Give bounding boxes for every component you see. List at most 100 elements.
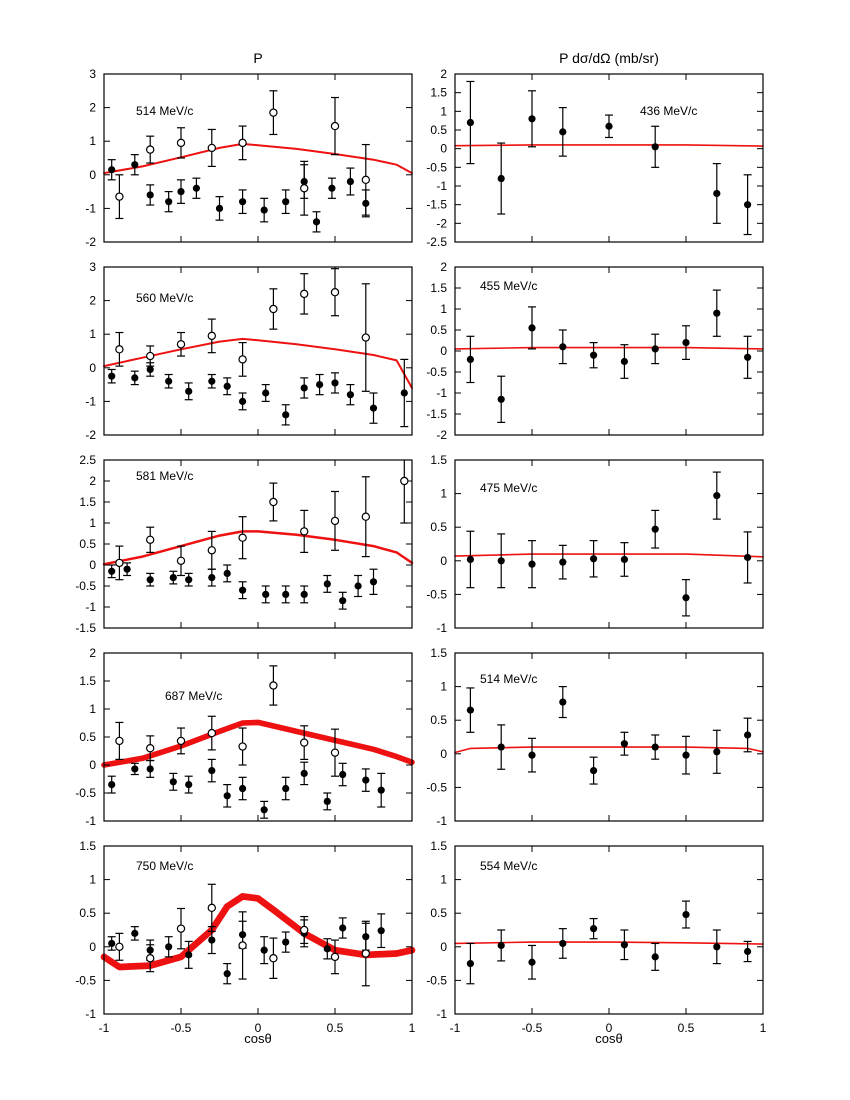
filled-data-point (131, 929, 139, 937)
filled-data-point (131, 161, 139, 169)
filled-data-point (260, 206, 268, 214)
x-tick-label: 0 (606, 1021, 613, 1035)
open-data-point (330, 952, 340, 962)
filled-data-point (354, 582, 362, 590)
filled-data-point (466, 555, 474, 564)
filled-data-point (185, 781, 193, 789)
right-x-axis-label: cosθ (595, 1031, 622, 1046)
y-tick-label: 1.5 (79, 839, 96, 853)
filled-data-point (400, 389, 408, 397)
panel-9: -1 -0.5 0 0.5 1 1.5 -1 -0.5 0 0.5 1 750 MeV/c (75, 839, 415, 1035)
open-data-point (207, 546, 216, 555)
open-data-point (300, 184, 309, 193)
y-tick-label: 1.5 (79, 495, 96, 509)
panel-5: -1.5 -1 -0.5 0 0.5 1 1.5 2 2.5 581 MeV/c (75, 453, 414, 635)
y-tick-label: -1 (85, 1007, 96, 1021)
filled-data-point (682, 751, 690, 759)
filled-data-point (192, 184, 200, 192)
y-tick-label: -2 (85, 235, 96, 249)
theory-curve (103, 337, 413, 389)
filled-data-point (651, 743, 659, 751)
filled-data-point (369, 578, 378, 586)
panels: -2 -1 0 1 2 3 514 MeV/c -2.5 -2 -1.5 -1 -0.5 0 0.5 1 1.… (75, 67, 766, 1035)
open-data-point (361, 333, 370, 342)
filled-data-point (177, 188, 185, 196)
filled-data-point (146, 765, 154, 773)
open-data-point (269, 497, 278, 507)
y-tick-label: -0.5 (426, 587, 447, 601)
filled-data-point (323, 945, 331, 953)
filled-data-point (713, 943, 721, 951)
filled-data-point (108, 939, 116, 948)
filled-data-point (300, 769, 308, 778)
filled-data-point (169, 574, 177, 582)
open-data-point (207, 903, 216, 913)
y-tick-label: -2.5 (426, 235, 447, 249)
filled-data-point (559, 939, 567, 948)
filled-data-point (146, 365, 154, 374)
filled-data-point (682, 594, 690, 602)
filled-data-point (620, 555, 629, 564)
y-tick-label: 0 (89, 168, 96, 182)
x-tick-label: 1 (760, 1021, 767, 1035)
y-tick-label: 2 (89, 646, 96, 660)
y-tick-label: 0.5 (430, 713, 447, 727)
open-data-point (115, 736, 124, 746)
filled-data-point (108, 781, 116, 789)
y-tick-label: -2 (436, 216, 447, 230)
filled-data-point (108, 567, 116, 575)
panel-4: -2 -1.5 -1 -0.5 0 0.5 1 1.5 2 455 MeV/c (426, 260, 764, 442)
filled-data-point (713, 492, 721, 500)
open-data-point (300, 289, 309, 299)
filled-data-point (651, 143, 659, 151)
filled-data-point (131, 374, 139, 382)
filled-data-point (328, 184, 336, 192)
filled-data-point (369, 404, 378, 412)
momentum-label: 687 MeV/c (165, 689, 222, 703)
y-tick-label: -0.5 (426, 365, 447, 379)
open-data-point (269, 681, 278, 690)
filled-data-point (559, 128, 567, 136)
y-tick-label: 1.5 (79, 674, 96, 688)
filled-data-point (744, 353, 752, 361)
filled-data-point (651, 525, 659, 533)
y-tick-label: 1 (440, 487, 447, 501)
filled-data-point (239, 397, 247, 405)
open-data-point (145, 744, 155, 753)
y-tick-label: -0.5 (75, 973, 96, 987)
filled-data-point (744, 553, 752, 562)
y-tick-label: 1 (89, 873, 96, 887)
open-data-point (176, 138, 186, 148)
filled-data-point (590, 555, 598, 563)
y-tick-label: 2.5 (79, 453, 96, 467)
panel-3: -2 -1 0 1 2 3 560 MeV/c (85, 260, 413, 442)
filled-data-point (682, 339, 690, 347)
y-tick-label: 0 (89, 361, 96, 375)
theory-curve (454, 144, 764, 147)
theory-curve (100, 893, 416, 971)
y-tick-label: 0 (89, 558, 96, 572)
momentum-label: 560 MeV/c (136, 291, 193, 305)
filled-data-point (620, 357, 629, 366)
y-tick-label: 0.5 (430, 123, 447, 137)
filled-data-point (165, 198, 173, 206)
filled-data-point (169, 778, 177, 786)
filled-data-point (528, 751, 536, 759)
filled-data-point (559, 558, 567, 566)
y-tick-label: 0 (440, 747, 447, 761)
open-data-point (176, 736, 186, 746)
filled-data-point (713, 189, 721, 198)
open-data-point (238, 138, 247, 148)
filled-data-point (744, 731, 752, 739)
open-data-point (330, 121, 340, 131)
filled-data-point (185, 951, 193, 959)
y-tick-label: 2 (89, 474, 96, 488)
filled-data-point (223, 569, 231, 578)
open-data-point (115, 345, 124, 354)
filled-data-point (466, 118, 474, 127)
open-data-point (207, 143, 216, 153)
filled-data-point (282, 590, 290, 599)
filled-data-point (165, 943, 173, 951)
y-tick-label: 1 (440, 873, 447, 887)
open-data-point (330, 516, 340, 526)
